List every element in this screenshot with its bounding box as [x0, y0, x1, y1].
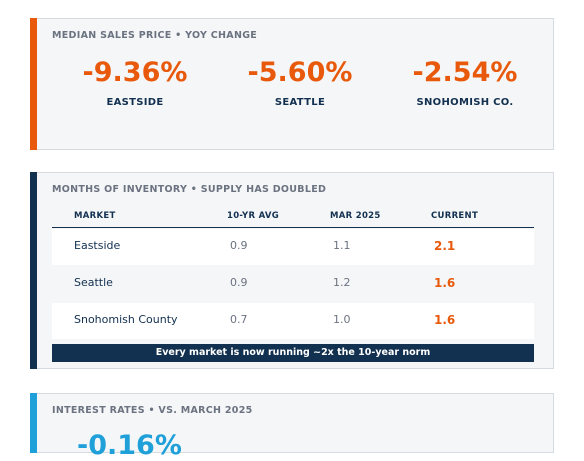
- column-header-market: MARKET: [74, 211, 116, 221]
- card-accent-bar: [30, 18, 37, 150]
- stat-label: SEATTLE: [274, 97, 326, 108]
- cell-mar-2025: 1.2: [333, 276, 351, 289]
- rate-change-value: -0.16%: [77, 430, 182, 461]
- header-divider: [52, 227, 534, 228]
- summary-banner: Every market is now running ~2x the 10-y…: [52, 344, 534, 362]
- median-sales-price-card: MEDIAN SALES PRICE • YOY CHANGE -9.36% E…: [30, 18, 554, 150]
- stat-value: -2.54%: [412, 57, 518, 88]
- months-of-inventory-card: MONTHS OF INVENTORY • SUPPLY HAS DOUBLED…: [30, 172, 554, 369]
- column-header-10yr-avg: 10-YR AVG: [227, 211, 280, 221]
- cell-mar-2025: 1.1: [333, 239, 351, 252]
- cell-10yr-avg: 0.7: [230, 313, 248, 326]
- stat-label: EASTSIDE: [106, 97, 164, 108]
- cell-current: 1.6: [434, 276, 456, 290]
- stat-snohomish: -2.54% SNOHOMISH CO.: [385, 57, 545, 108]
- cell-mar-2025: 1.0: [333, 313, 351, 326]
- card-title: MONTHS OF INVENTORY • SUPPLY HAS DOUBLED: [52, 184, 327, 195]
- card-title: MEDIAN SALES PRICE • YOY CHANGE: [52, 30, 258, 41]
- cell-current: 1.6: [434, 313, 456, 327]
- column-header-current: CURRENT: [431, 211, 479, 221]
- column-header-mar-2025: MAR 2025: [330, 211, 381, 221]
- interest-rates-card: INTEREST RATES • VS. MARCH 2025 -0.16%: [30, 393, 554, 461]
- table-row: Snohomish County 0.7 1.0 1.6: [52, 303, 534, 339]
- stat-eastside: -9.36% EASTSIDE: [55, 57, 215, 108]
- card-accent-bar: [30, 172, 37, 369]
- cell-market: Snohomish County: [74, 313, 178, 326]
- cell-10yr-avg: 0.9: [230, 239, 248, 252]
- cell-10yr-avg: 0.9: [230, 276, 248, 289]
- stat-seattle: -5.60% SEATTLE: [220, 57, 380, 108]
- table-row: Seattle 0.9 1.2 1.6: [52, 266, 534, 302]
- stat-value: -9.36%: [82, 57, 188, 88]
- card-title: INTEREST RATES • VS. MARCH 2025: [52, 405, 253, 416]
- card-accent-bar: [30, 393, 37, 453]
- table-row: Eastside 0.9 1.1 2.1: [52, 229, 534, 265]
- stat-label: SNOHOMISH CO.: [416, 97, 514, 108]
- cell-current: 2.1: [434, 239, 456, 253]
- cell-market: Seattle: [74, 276, 113, 289]
- cell-market: Eastside: [74, 239, 121, 252]
- stat-value: -5.60%: [247, 57, 353, 88]
